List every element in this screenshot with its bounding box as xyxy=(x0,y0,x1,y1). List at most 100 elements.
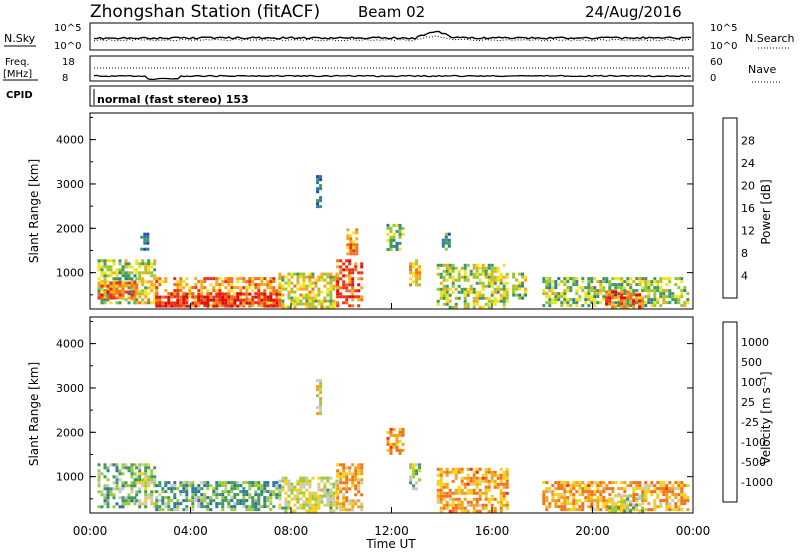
rti-cell xyxy=(97,284,101,288)
rti-cell xyxy=(566,301,570,305)
rti-cell xyxy=(515,293,519,297)
rti-cell xyxy=(581,508,585,512)
rti-cell xyxy=(641,502,645,506)
rti-cell xyxy=(593,277,597,281)
rti-cell xyxy=(146,238,150,242)
rti-cell xyxy=(167,502,171,506)
rti-cell xyxy=(665,493,669,497)
rti-cell xyxy=(454,305,458,309)
rti-cell xyxy=(466,278,470,282)
rti-cell xyxy=(124,262,128,266)
rti-cell xyxy=(248,298,252,302)
rti-cell xyxy=(296,491,300,495)
rti-cell xyxy=(342,505,346,509)
rti-cell xyxy=(212,295,216,299)
rti-cell xyxy=(103,301,107,305)
rti-cell xyxy=(596,292,600,296)
rti-cell xyxy=(481,287,485,291)
rti-cell xyxy=(153,259,157,263)
rti-cell xyxy=(499,506,503,510)
rti-cell xyxy=(138,469,142,473)
rti-cell xyxy=(242,490,246,494)
rti-cell xyxy=(314,299,318,303)
rti-cell xyxy=(161,499,165,503)
rti-cell xyxy=(124,265,128,269)
rti-cell xyxy=(263,295,267,299)
rti-cell xyxy=(269,496,273,500)
rti-cell xyxy=(614,286,618,290)
rti-cell xyxy=(617,494,621,498)
rti-cell xyxy=(623,289,627,293)
rti-cell xyxy=(150,502,154,506)
rti-cell xyxy=(436,467,440,471)
rti-cell xyxy=(121,502,125,506)
rti-cell xyxy=(545,286,549,290)
rti-cell xyxy=(605,296,609,300)
rti-cell xyxy=(451,266,455,270)
rti-cell xyxy=(284,281,288,285)
rti-cell xyxy=(227,499,231,503)
rti-cell xyxy=(272,484,276,488)
rti-cell xyxy=(239,484,243,488)
rti-cell xyxy=(150,469,154,473)
rti-cell xyxy=(415,283,419,287)
rti-cell xyxy=(442,290,446,294)
rti-cell xyxy=(97,259,101,263)
rti-cell xyxy=(626,497,630,501)
rti-cell xyxy=(233,496,237,500)
rti-cell xyxy=(278,497,282,501)
rti-cell xyxy=(342,295,346,299)
rti-cell xyxy=(551,493,555,497)
rti-cell xyxy=(230,301,234,305)
rti-cell xyxy=(542,304,546,308)
rti-cell xyxy=(572,298,576,302)
freq-label-line2: [MHz] xyxy=(3,69,32,80)
rti-cell xyxy=(230,295,234,299)
rti-cell xyxy=(251,277,255,281)
rti-cell xyxy=(671,292,675,296)
rti-cell xyxy=(266,283,270,287)
rti-cell xyxy=(502,305,506,309)
rti-cell xyxy=(224,487,228,491)
rti-cell xyxy=(316,385,320,389)
rti-cell xyxy=(599,484,603,488)
rti-cell xyxy=(138,472,142,476)
rti-cell xyxy=(548,295,552,299)
rti-cell xyxy=(545,280,549,284)
rti-cell xyxy=(348,472,352,476)
rti-cell xyxy=(130,466,134,470)
rti-cell xyxy=(97,472,101,476)
rti-cell xyxy=(357,499,361,503)
rti-cell xyxy=(551,496,555,500)
rti-cell xyxy=(451,506,455,510)
rti-cell xyxy=(348,289,352,293)
rti-cell xyxy=(683,502,687,506)
rti-cell xyxy=(418,265,422,269)
rti-cell xyxy=(138,265,142,269)
rti-cell xyxy=(311,506,315,510)
rti-cell xyxy=(218,304,222,308)
rti-cell xyxy=(351,478,355,482)
rti-cell xyxy=(118,472,122,476)
rti-cell xyxy=(605,499,609,503)
rti-cell xyxy=(554,286,558,290)
rti-cell xyxy=(502,476,506,480)
rti-cell xyxy=(115,502,119,506)
rti-cell xyxy=(653,484,657,488)
rti-cell xyxy=(389,448,393,452)
rti-cell xyxy=(581,286,585,290)
rti-cell xyxy=(487,299,491,303)
rti-cell xyxy=(233,484,237,488)
rti-cell xyxy=(135,466,139,470)
rti-cell xyxy=(332,485,336,489)
rti-cell xyxy=(266,481,270,485)
rti-cell xyxy=(354,502,358,506)
rti-cell xyxy=(608,302,612,306)
rti-cell xyxy=(103,277,107,281)
rti-cell xyxy=(302,281,306,285)
rti-cell xyxy=(305,503,309,507)
rti-cell xyxy=(620,293,624,297)
rti-cell xyxy=(554,502,558,506)
rti-cell xyxy=(593,301,597,305)
rti-cell xyxy=(490,293,494,297)
